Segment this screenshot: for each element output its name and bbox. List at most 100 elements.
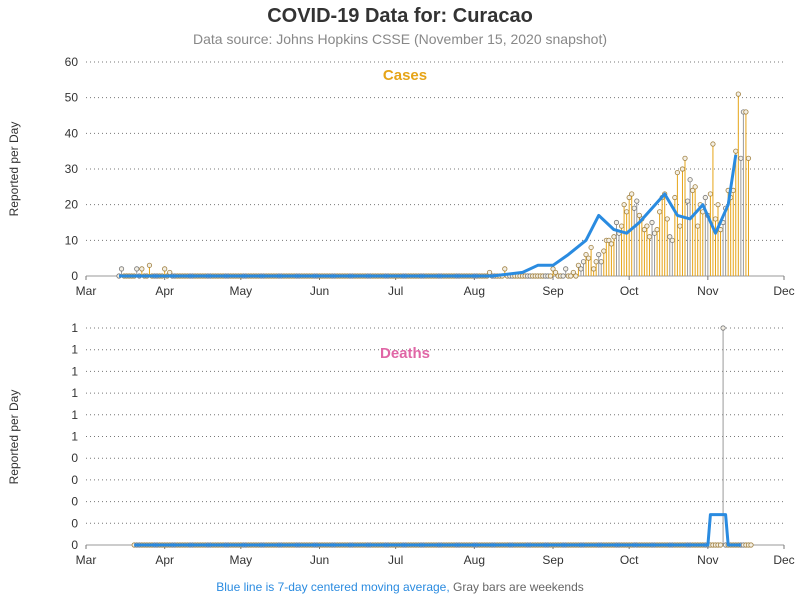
- data-point: [684, 198, 691, 204]
- data-point: [672, 194, 678, 201]
- data-point: [547, 273, 554, 279]
- x-tick-label: Nov: [697, 284, 718, 298]
- x-tick-label: Nov: [697, 553, 718, 567]
- data-point: [679, 166, 686, 172]
- y-tick-label: 0: [71, 495, 78, 509]
- y-tick-label: 1: [71, 408, 78, 422]
- data-point: [580, 259, 587, 265]
- panel-label: Deaths: [380, 345, 430, 362]
- x-tick-label: Sep: [542, 284, 564, 298]
- moving-average-line: [119, 154, 738, 278]
- data-point: [717, 542, 724, 548]
- data-point: [733, 148, 739, 154]
- data-point: [692, 184, 698, 190]
- y-tick-label: 10: [65, 233, 79, 247]
- y-tick-label: 1: [71, 364, 78, 378]
- data-point: [575, 262, 582, 268]
- y-tick-label: 0: [71, 538, 78, 552]
- x-tick-label: Apr: [155, 553, 174, 567]
- y-tick-label: 50: [65, 91, 79, 105]
- data-point: [743, 109, 749, 115]
- data-point: [613, 219, 620, 226]
- x-tick-label: Mar: [76, 284, 97, 298]
- data-point: [591, 266, 597, 272]
- x-tick-label: Dec: [773, 553, 794, 567]
- chart-title: COVID-19 Data for: Curacao: [267, 5, 533, 27]
- data-point: [596, 252, 602, 258]
- data-point: [598, 259, 604, 265]
- data-point: [608, 241, 615, 247]
- data-point: [552, 269, 559, 276]
- x-tick-label: Oct: [620, 284, 639, 298]
- data-point: [563, 266, 569, 272]
- x-tick-label: Jul: [388, 553, 403, 567]
- x-tick-label: Aug: [464, 284, 485, 298]
- x-tick-label: May: [229, 553, 252, 567]
- y-tick-label: 0: [71, 269, 78, 283]
- x-tick-label: Sep: [542, 553, 564, 567]
- footnote-weekends: Gray bars are weekends: [453, 580, 584, 594]
- data-point: [738, 155, 744, 161]
- y-tick-label: 1: [71, 430, 78, 444]
- data-point: [146, 262, 153, 268]
- chart-panel-cases: 0 10 20 30 40 50 60 Mar Apr May Jun Jul Aug Sep Oct Nov…: [7, 55, 795, 298]
- y-tick-label: 40: [65, 126, 79, 140]
- data-point: [601, 248, 607, 254]
- data-point: [669, 237, 675, 243]
- data-point: [118, 266, 125, 272]
- y-tick-label: 30: [65, 162, 79, 176]
- data-point: [664, 216, 670, 222]
- data-point: [624, 209, 630, 215]
- data-point: [134, 266, 140, 272]
- y-tick-label: 20: [65, 198, 79, 212]
- data-point: [621, 202, 627, 208]
- data-point: [710, 141, 716, 147]
- data-point: [634, 198, 640, 204]
- data-point: [720, 325, 726, 331]
- data-point: [618, 223, 625, 229]
- x-tick-label: Jun: [310, 553, 329, 567]
- data-point: [677, 223, 683, 229]
- data-point: [748, 542, 754, 548]
- x-tick-label: May: [229, 284, 252, 298]
- y-tick-label: 1: [71, 343, 78, 357]
- chart-subtitle: Data source: Johns Hopkins CSSE (Novembe…: [193, 31, 607, 47]
- data-point: [578, 266, 584, 272]
- data-point: [712, 216, 719, 222]
- data-point: [649, 219, 655, 226]
- data-point: [139, 266, 145, 272]
- data-point: [646, 234, 653, 240]
- data-point: [502, 266, 508, 272]
- y-tick-label: 60: [65, 55, 79, 69]
- data-point: [560, 273, 566, 279]
- x-tick-label: Apr: [155, 284, 174, 298]
- data-point: [674, 169, 680, 176]
- data-point: [644, 223, 650, 229]
- x-tick-label: Oct: [620, 553, 639, 567]
- data-point: [593, 259, 599, 265]
- y-axis-title: Reported per Day: [7, 122, 21, 217]
- data-point: [682, 155, 688, 161]
- chart-panel-deaths: 0 0 0 0 0 1 1 1 1 1 1 Mar Apr May Jun Jul Aug Sep Oct Nov De…: [7, 321, 795, 567]
- y-tick-label: 1: [71, 321, 78, 335]
- panel-label: Cases: [383, 67, 427, 84]
- y-axis-title: Reported per Day: [7, 390, 21, 485]
- data-point: [585, 255, 592, 261]
- data-point: [654, 227, 660, 233]
- data-point: [695, 223, 701, 229]
- data-point: [611, 234, 617, 240]
- x-tick-label: Aug: [464, 553, 485, 567]
- data-point: [162, 266, 168, 272]
- x-tick-label: Mar: [76, 553, 97, 567]
- x-tick-label: Jun: [310, 284, 329, 298]
- data-point: [667, 234, 673, 240]
- data-point: [735, 91, 741, 97]
- data-point: [745, 155, 752, 161]
- data-point: [702, 194, 708, 201]
- data-point: [687, 177, 693, 183]
- data-point: [629, 191, 635, 197]
- chart-footnote: Blue line is 7-day centered moving avera…: [0, 580, 800, 594]
- moving-average-line: [134, 513, 741, 547]
- y-tick-label: 0: [71, 473, 78, 487]
